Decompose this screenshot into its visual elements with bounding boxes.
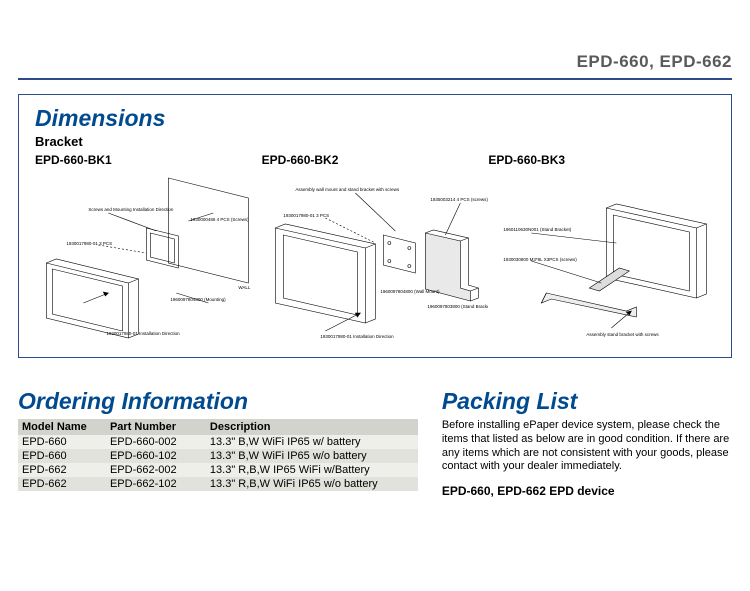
svg-text:WALL: WALL [238, 285, 251, 290]
table-row: EPD-662EPD-662-00213.3" R,B,W IP65 WiFi … [18, 463, 418, 477]
svg-text:1930017980-01 3 PCS: 1930017980-01 3 PCS [66, 241, 112, 246]
svg-text:1935003214 4 PCS (screws): 1935003214 4 PCS (screws) [430, 197, 488, 202]
bracket-col-bk1: EPD-660-BK1 [35, 153, 262, 343]
svg-text:Screws and Mounting Installati: Screws and Mounting Installation Directi… [88, 207, 174, 212]
svg-text:1930017980-01 3 PCS: 1930017980-01 3 PCS [283, 213, 329, 218]
svg-text:1930030800 M3*8L X3PCS (screws: 1930030800 M3*8L X3PCS (screws) [504, 257, 578, 262]
packing-section: Packing List Before installing ePaper de… [442, 388, 732, 498]
page-header: EPD-660, EPD-662 [18, 0, 732, 80]
ordering-table: Model Name Part Number Description EPD-6… [18, 419, 418, 491]
col-model: Model Name [18, 419, 106, 435]
svg-text:1960097804800 (Mounting): 1960097804800 (Mounting) [170, 297, 226, 302]
bracket-col-bk2: EPD-660-BK2 [262, 153, 489, 343]
table-header-row: Model Name Part Number Description [18, 419, 418, 435]
dimensions-panel: Dimensions Bracket EPD-660-BK1 [18, 94, 732, 358]
col-desc: Description [206, 419, 418, 435]
lower-columns: Ordering Information Model Name Part Num… [18, 388, 732, 498]
svg-text:1930000486 4 PCS (Screws): 1930000486 4 PCS (Screws) [190, 217, 249, 222]
diagram-bk3: 1960110630N001 (Stand Bracket) 193003080… [488, 173, 715, 343]
bracket-name: EPD-660-BK3 [488, 153, 715, 167]
svg-text:Assembly wall mount and stand: Assembly wall mount and stand bracket wi… [295, 187, 400, 192]
bracket-subtitle: Bracket [35, 134, 715, 149]
diagram-bk1: Screws and Mounting Installation Directi… [35, 173, 262, 343]
page-title: EPD-660, EPD-662 [18, 52, 732, 72]
packing-subhead: EPD-660, EPD-662 EPD device [442, 484, 732, 498]
svg-text:1930017980-01 Installation Dir: 1930017980-01 Installation Direction [106, 331, 180, 336]
ordering-title: Ordering Information [18, 388, 418, 415]
svg-text:1960097804800 (Wall Mount): 1960097804800 (Wall Mount) [380, 289, 440, 294]
svg-text:1930017980-01 Installation Dir: 1930017980-01 Installation Direction [320, 334, 394, 339]
col-part: Part Number [106, 419, 206, 435]
packing-intro: Before installing ePaper device system, … [442, 419, 732, 474]
packing-title: Packing List [442, 388, 732, 415]
svg-text:1960110630N001 (Stand Bracket): 1960110630N001 (Stand Bracket) [504, 227, 572, 232]
svg-text:1960097803800 (Stand Bracket): 1960097803800 (Stand Bracket) [427, 304, 488, 309]
bracket-col-bk3: EPD-660-BK3 [488, 153, 715, 343]
diagram-bk2: Assembly wall mount and stand bracket wi… [262, 173, 489, 343]
bracket-name: EPD-660-BK1 [35, 153, 262, 167]
bracket-name: EPD-660-BK2 [262, 153, 489, 167]
dimensions-title: Dimensions [35, 105, 715, 132]
ordering-section: Ordering Information Model Name Part Num… [18, 388, 418, 498]
svg-text:Assembly stand bracket with sc: Assembly stand bracket with screws [587, 332, 660, 337]
bracket-row: EPD-660-BK1 [35, 153, 715, 343]
table-row: EPD-660EPD-660-10213.3" B,W WiFi IP65 w/… [18, 449, 418, 463]
table-row: EPD-660EPD-660-00213.3" B,W WiFi IP65 w/… [18, 435, 418, 449]
table-row: EPD-662EPD-662-10213.3" R,B,W WiFi IP65 … [18, 477, 418, 491]
